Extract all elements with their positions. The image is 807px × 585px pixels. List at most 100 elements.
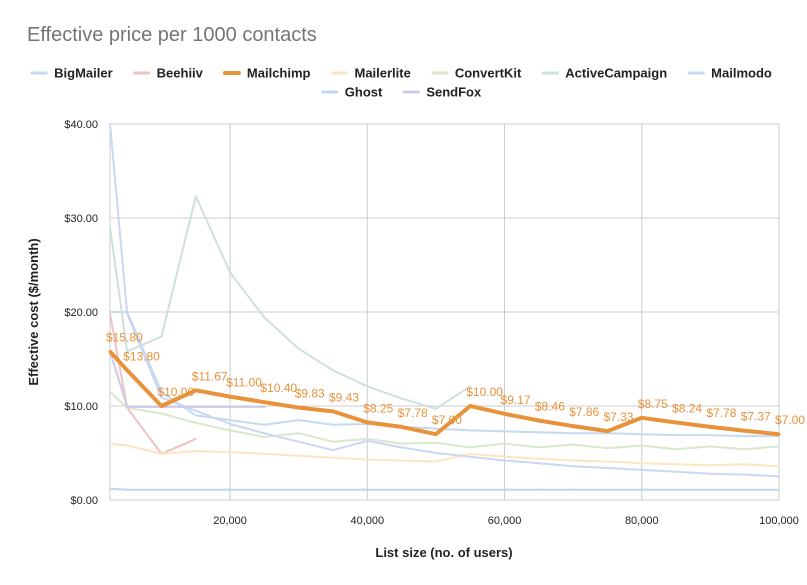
data-label: $8.24 — [672, 402, 702, 416]
data-point — [743, 488, 746, 491]
data-point — [229, 419, 232, 422]
data-label: $11.67 — [192, 369, 228, 383]
legend-label: Mailmodo — [711, 66, 772, 81]
data-point — [229, 451, 232, 454]
data-point — [537, 418, 541, 422]
data-point — [572, 488, 575, 491]
legend-item-ghost[interactable]: Ghost — [321, 85, 383, 100]
data-point — [229, 429, 232, 432]
data-point — [572, 443, 575, 446]
data-point — [709, 445, 712, 448]
data-label: $10.40 — [260, 381, 297, 395]
y-tick-label: $40.00 — [64, 119, 98, 131]
x-axis-title: List size (no. of users) — [375, 545, 512, 560]
data-point — [366, 439, 369, 442]
x-tick-label: 20,000 — [213, 515, 247, 527]
legend-label: ActiveCampaign — [565, 66, 667, 81]
data-point — [468, 404, 472, 408]
data-label: $11.00 — [226, 376, 262, 390]
legend-item-mailerlite[interactable]: Mailerlite — [330, 66, 411, 81]
data-label: $7.00 — [775, 413, 805, 427]
data-point — [366, 458, 369, 461]
data-point — [572, 459, 575, 462]
data-point — [331, 409, 335, 413]
y-tick-label: $30.00 — [64, 213, 98, 225]
data-point — [640, 433, 643, 436]
data-point — [332, 369, 334, 372]
data-label: $13.80 — [123, 349, 160, 363]
data-point — [263, 436, 266, 439]
legend-label: Mailchimp — [247, 66, 311, 81]
data-point — [109, 226, 111, 229]
data-point — [675, 488, 678, 491]
x-tick-label: 40,000 — [350, 515, 384, 527]
data-labels: $15.80 $13.80 $10.00 $11.67$11.00$10.40$9.8… — [106, 330, 805, 427]
data-point — [194, 388, 198, 392]
legend-item-beehiiv[interactable]: Beehiiv — [133, 66, 204, 81]
data-point — [263, 432, 266, 435]
data-point — [297, 432, 300, 435]
data-point — [297, 419, 300, 422]
axes: $0.00 $10.00 $20.00 $30.00 $40.00 20,000 40,00… — [64, 119, 799, 527]
series-line-ghost — [109, 487, 779, 491]
data-point — [503, 459, 506, 462]
data-point — [160, 396, 163, 399]
data-point — [126, 488, 129, 491]
data-point — [109, 312, 111, 315]
data-point — [228, 395, 232, 399]
data-point — [572, 432, 575, 435]
data-point — [675, 463, 678, 466]
data-point — [537, 457, 540, 460]
data-point — [674, 421, 678, 425]
legend-item-bigmailer[interactable]: BigMailer — [30, 66, 113, 81]
data-point — [469, 446, 472, 449]
data-point — [675, 448, 678, 451]
legend-item-convertkit[interactable]: ConvertKit — [431, 66, 522, 81]
data-point — [434, 452, 437, 454]
data-label: $7.00 — [432, 413, 462, 427]
data-point — [229, 271, 232, 274]
legend: BigMailer Beehiiv Mailchimp Mailerlite Conve… — [30, 66, 772, 100]
data-point — [400, 446, 403, 449]
data-point — [640, 462, 643, 465]
series-activecampaign — [109, 195, 472, 410]
data-point — [332, 423, 334, 426]
data-point — [109, 487, 111, 490]
legend-item-activecampaign[interactable]: ActiveCampaign — [541, 66, 667, 81]
data-point — [160, 452, 163, 455]
data-point — [229, 405, 232, 408]
data-point — [263, 405, 266, 408]
data-point — [297, 454, 300, 457]
data-point — [743, 448, 746, 451]
data-point — [108, 349, 112, 353]
data-point — [469, 488, 472, 491]
data-point — [262, 400, 266, 404]
data-point — [229, 488, 232, 491]
data-point — [126, 312, 129, 315]
data-point — [332, 440, 334, 443]
legend-label: Ghost — [345, 85, 383, 100]
data-point — [194, 414, 197, 417]
data-point — [503, 488, 506, 491]
data-point — [469, 455, 472, 458]
data-label: $7.78 — [398, 406, 428, 420]
series-ghost — [109, 487, 780, 491]
data-point — [503, 412, 507, 416]
data-point — [263, 316, 266, 319]
data-label: $9.43 — [329, 390, 359, 404]
legend-item-mailmodo[interactable]: Mailmodo — [687, 66, 772, 81]
data-point — [778, 465, 780, 468]
data-point — [229, 422, 232, 425]
series-line-activecampaign — [109, 195, 471, 410]
data-label: $10.00 — [466, 385, 503, 399]
data-point — [297, 488, 300, 491]
x-tick-label: 100,000 — [759, 515, 799, 527]
legend-item-sendfox[interactable]: SendFox — [402, 85, 482, 100]
series-mailmodo — [109, 123, 780, 478]
data-point — [109, 311, 111, 313]
data-point — [503, 442, 506, 445]
data-label: $7.78 — [706, 406, 736, 420]
data-point — [537, 488, 540, 491]
legend-item-mailchimp[interactable]: Mailchimp — [222, 66, 311, 81]
gridlines — [109, 123, 780, 501]
